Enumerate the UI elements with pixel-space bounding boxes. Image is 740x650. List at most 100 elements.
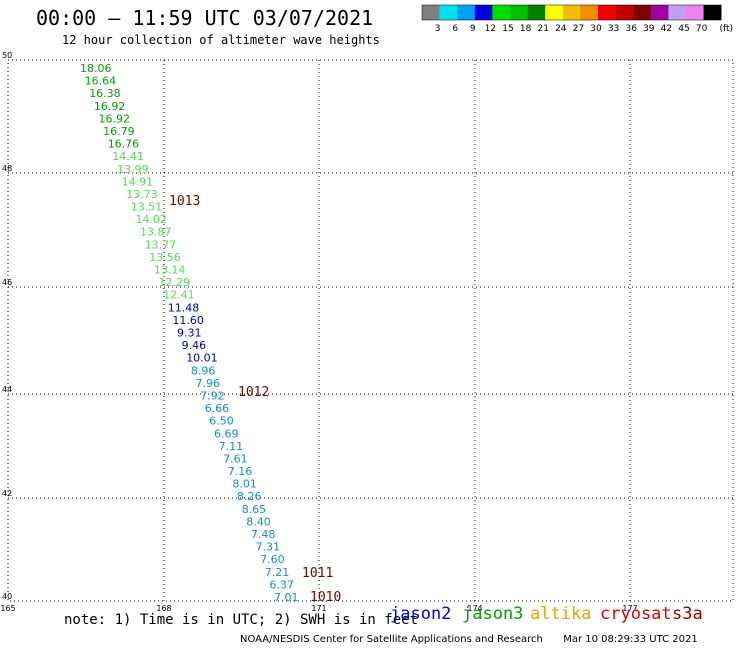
wave-height-label: 13.51 [131,201,163,214]
lon-tick-label: 171 [311,604,326,613]
wave-height-label: 7.48 [251,528,276,541]
color-bin: 3 [422,5,440,34]
pressure-label: 1012 [238,385,269,400]
color-swatch [439,5,458,20]
color-bin: 33 [598,5,619,34]
color-swatch [703,5,722,20]
satellite-legend-item: jason3 [462,604,524,624]
color-bin-label: 27 [573,24,584,34]
wave-height-label: 7.31 [256,541,281,554]
color-swatch [474,5,493,20]
color-swatch [562,5,581,20]
color-bin-label: 36 [625,24,637,34]
lat-tick-label: 48 [2,164,12,173]
color-swatch [580,5,599,20]
wave-height-label: 16.92 [99,112,131,125]
color-bin-label: 6 [452,24,458,34]
pressure-label: 1013 [169,194,200,209]
wave-height-label: 12.29 [159,276,191,289]
wave-height-label: 18.06 [80,62,112,75]
note-text: note: 1) Time is in UTC; 2) SWH is in fe… [64,612,419,628]
color-swatch [492,5,511,20]
wave-height-label: 7.21 [265,566,290,579]
wave-height-label: 14.91 [122,175,154,188]
wave-height-label: 16.76 [108,138,140,151]
wave-height-label: 6.69 [214,427,239,440]
color-swatch [668,5,687,20]
color-swatch [633,5,652,20]
color-bin: 15 [492,5,514,34]
satellite-legend-item: cryosat [600,604,672,624]
wave-height-label: 7.16 [228,465,253,478]
wave-height-label: 8.40 [246,515,270,528]
wave-height-label: 8.96 [191,364,216,377]
color-scale-legend: 3 6 9 12 15 18 21 24 27 30 33 36 39 42 45 70 (ft) [421,4,733,34]
color-swatch [527,5,546,20]
lon-tick-label: 174 [467,604,482,613]
color-bin: 30 [580,5,602,34]
map-subtitle: 12 hour collection of altimeter wave hei… [62,33,380,47]
credit-line: NOAA/NESDIS Center for Satellite Applica… [240,634,698,645]
color-swatch [457,5,476,20]
color-bin-label: 33 [608,24,619,34]
lon-tick-label: 177 [622,604,637,613]
wave-height-label: 7.60 [260,553,285,566]
lat-tick-label: 42 [2,489,12,498]
wave-height-label: 9.31 [177,327,202,340]
color-swatch [615,5,634,20]
wave-height-label: 11.60 [172,314,204,327]
color-bin-label: 15 [502,24,513,34]
wave-height-label: 14.41 [112,150,144,163]
wave-height-label: 9.46 [182,339,207,352]
satellite-legend-item: altika [530,604,592,624]
color-bin: 42 [650,5,672,34]
color-swatch [598,5,616,20]
color-bin: 12 [474,5,496,34]
wave-height-label: 12.41 [163,289,195,302]
color-swatch [650,5,669,20]
wave-height-label: 13.99 [117,163,149,176]
color-bin-label: 30 [590,24,602,34]
color-bin: 24 [545,5,567,34]
wave-height-label: 14.02 [135,213,167,226]
wave-height-label: 6.37 [269,578,294,591]
wave-height-label: 10.01 [186,352,218,365]
satellite-legend-item: s3a [672,604,703,624]
color-bin-label: 18 [520,24,532,34]
color-bin: 45 [668,5,690,34]
wave-height-label: 6.66 [205,402,230,415]
color-bin [703,5,722,20]
color-bin-label: 9 [470,24,476,34]
wave-height-label: 13.77 [145,238,177,251]
color-bin: 21 [527,5,549,34]
wave-height-label: 7.96 [196,377,221,390]
wave-height-label: 13.56 [149,251,181,264]
color-bin-label: 70 [696,24,708,34]
color-bin: 36 [615,5,637,34]
color-unit-label: (ft) [719,24,733,34]
color-bin: 18 [510,5,532,34]
color-swatch [686,5,704,20]
wave-height-label: 16.92 [94,100,126,113]
map-frame [7,59,734,602]
color-swatch [545,5,564,20]
wave-height-label: 7.61 [223,453,248,466]
wave-height-label: 7.92 [200,390,225,403]
timestamp-text: Mar 10 08:29:33 UTC 2021 [563,634,698,645]
color-bin: 39 [633,5,655,34]
wave-height-label: 16.64 [85,75,117,88]
wave-height-label: 7.11 [219,440,244,453]
lat-tick-label: 40 [2,592,12,601]
wave-height-label: 8.26 [237,490,262,503]
wave-height-label: 13.14 [154,264,186,277]
color-bin-label: 21 [537,24,548,34]
color-bin-label: 39 [643,24,655,34]
color-bin-label: 42 [661,24,672,34]
lat-tick-label: 50 [2,51,12,60]
wave-height-label: 11.48 [168,301,200,314]
lat-tick-label: 46 [2,278,12,287]
wave-height-label: 8.01 [232,478,257,491]
color-bin-label: 3 [435,24,441,34]
lat-tick-label: 44 [2,385,12,394]
